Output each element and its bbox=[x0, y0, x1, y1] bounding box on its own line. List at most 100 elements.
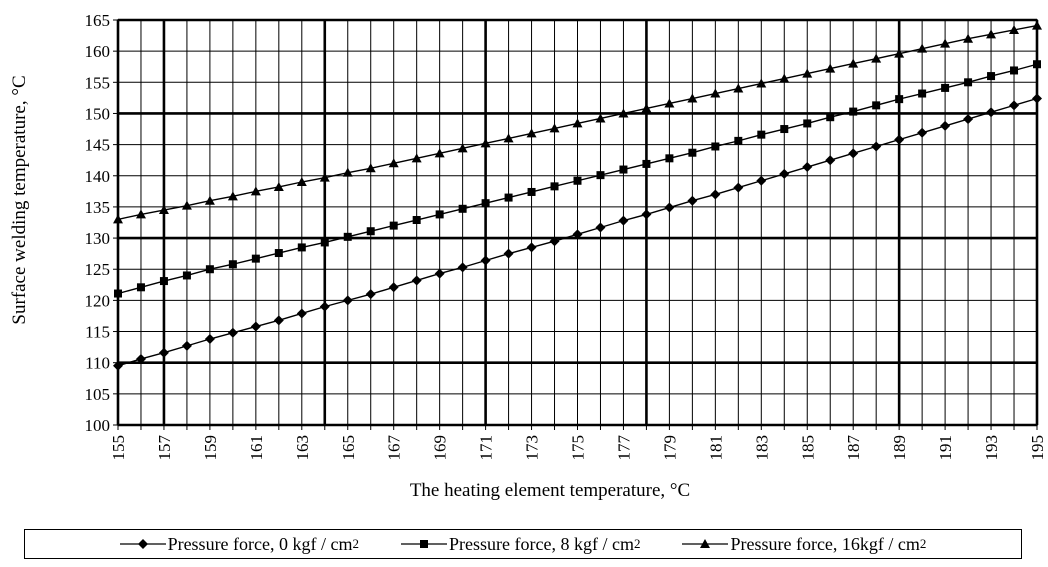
data-point-diamond bbox=[526, 242, 537, 253]
data-point-diamond bbox=[319, 301, 330, 312]
data-point-triangle bbox=[848, 58, 859, 68]
data-point-diamond bbox=[710, 189, 721, 200]
data-point-square bbox=[1033, 60, 1041, 69]
data-point-diamond bbox=[480, 255, 491, 266]
data-point-diamond bbox=[986, 107, 997, 118]
data-point-triangle bbox=[113, 214, 123, 224]
data-point-triangle bbox=[480, 138, 491, 148]
data-point-square bbox=[665, 154, 674, 163]
data-point-triangle bbox=[342, 167, 353, 177]
data-point-triangle bbox=[296, 177, 307, 186]
data-point-square bbox=[251, 254, 260, 263]
data-point-triangle bbox=[365, 163, 376, 173]
legend-item-8kgf: Pressure force, 8 kgf / cm 2 bbox=[401, 534, 640, 555]
data-point-diamond bbox=[802, 162, 813, 173]
data-point-square bbox=[757, 130, 766, 139]
data-point-diamond bbox=[618, 215, 629, 226]
data-point-square bbox=[366, 227, 375, 236]
data-point-triangle bbox=[641, 103, 652, 113]
data-point-diamond bbox=[595, 222, 606, 233]
data-point-square bbox=[481, 199, 490, 208]
data-point-triangle bbox=[457, 143, 468, 153]
data-point-diamond bbox=[135, 353, 146, 364]
data-point-diamond bbox=[572, 229, 583, 240]
data-point-triangle bbox=[894, 48, 905, 58]
data-point-square bbox=[343, 232, 352, 241]
data-point-square bbox=[228, 260, 237, 269]
data-point-triangle bbox=[710, 88, 721, 98]
x-tick-label: 181 bbox=[706, 435, 725, 461]
data-point-diamond bbox=[204, 334, 215, 345]
data-point-triangle bbox=[273, 181, 284, 191]
data-point-diamond bbox=[733, 182, 744, 193]
x-tick-label: 189 bbox=[890, 435, 909, 461]
y-tick-label: 135 bbox=[85, 198, 111, 217]
data-point-square bbox=[596, 171, 605, 180]
y-tick-label: 125 bbox=[85, 260, 111, 279]
data-point-square bbox=[550, 182, 559, 191]
x-tick-label: 187 bbox=[844, 435, 863, 461]
data-point-diamond bbox=[940, 120, 951, 131]
data-point-square bbox=[136, 283, 145, 292]
data-point-diamond bbox=[894, 134, 905, 145]
x-tick-label: 193 bbox=[982, 435, 1001, 461]
x-tick-label: 167 bbox=[385, 435, 404, 461]
legend-superscript: 2 bbox=[633, 536, 641, 551]
legend-label: Pressure force, 0 kgf / cm bbox=[167, 533, 353, 554]
y-axis-label: Surface welding temperature, °C bbox=[9, 75, 30, 324]
data-point-triangle bbox=[963, 33, 974, 43]
data-point-diamond bbox=[388, 282, 399, 293]
data-point-square bbox=[803, 119, 812, 128]
x-tick-label: 183 bbox=[752, 435, 771, 461]
data-point-diamond bbox=[917, 127, 928, 138]
data-point-square bbox=[987, 72, 996, 81]
data-point-triangle bbox=[319, 172, 330, 182]
data-point-diamond bbox=[664, 202, 675, 213]
x-tick-label: 195 bbox=[1028, 435, 1047, 461]
data-point-triangle bbox=[227, 191, 238, 201]
data-point-square bbox=[573, 176, 582, 185]
x-tick-label: 173 bbox=[523, 435, 542, 461]
x-tick-label: 179 bbox=[660, 435, 679, 461]
data-point-diamond bbox=[871, 141, 882, 152]
x-axis-label: The heating element temperature, °C bbox=[410, 480, 690, 501]
data-point-square bbox=[114, 289, 122, 298]
y-tick-label: 140 bbox=[85, 167, 111, 186]
data-point-triangle bbox=[158, 205, 169, 215]
data-point-square bbox=[872, 101, 881, 110]
data-point-triangle bbox=[687, 93, 698, 103]
data-point-triangle bbox=[733, 83, 744, 93]
data-point-triangle bbox=[204, 195, 215, 205]
data-point-square bbox=[458, 204, 467, 213]
data-point-square bbox=[527, 187, 536, 196]
x-tick-label: 163 bbox=[293, 435, 312, 461]
data-point-diamond bbox=[825, 155, 836, 166]
data-point-triangle bbox=[526, 128, 537, 138]
y-tick-label: 100 bbox=[85, 416, 111, 435]
legend: Pressure force, 0 kgf / cm 2 Pressure for… bbox=[24, 529, 1022, 559]
data-point-diamond bbox=[113, 360, 123, 371]
legend-item-0kgf: Pressure force, 0 kgf / cm 2 bbox=[119, 533, 360, 555]
y-tick-label: 115 bbox=[85, 323, 110, 342]
data-point-triangle bbox=[986, 29, 997, 39]
data-point-square bbox=[941, 83, 950, 92]
x-tick-label: 185 bbox=[798, 435, 817, 461]
data-point-diamond bbox=[411, 275, 422, 286]
data-point-diamond bbox=[250, 321, 261, 332]
data-point-diamond bbox=[1009, 100, 1020, 111]
x-tick-label: 155 bbox=[109, 435, 128, 461]
data-point-square bbox=[918, 89, 927, 98]
data-point-square bbox=[412, 216, 421, 225]
data-point-diamond bbox=[227, 327, 238, 338]
x-tick-label: 177 bbox=[614, 435, 633, 461]
data-point-square bbox=[389, 221, 398, 230]
y-tick-label: 150 bbox=[85, 104, 111, 123]
triangle-marker-icon bbox=[682, 539, 729, 548]
data-point-triangle bbox=[618, 108, 629, 118]
legend-superscript: 2 bbox=[352, 536, 360, 551]
data-point-square bbox=[320, 238, 329, 247]
data-point-triangle bbox=[871, 53, 882, 63]
x-tick-label: 175 bbox=[569, 435, 588, 461]
data-point-diamond bbox=[756, 175, 767, 186]
y-tick-label: 165 bbox=[85, 11, 111, 30]
